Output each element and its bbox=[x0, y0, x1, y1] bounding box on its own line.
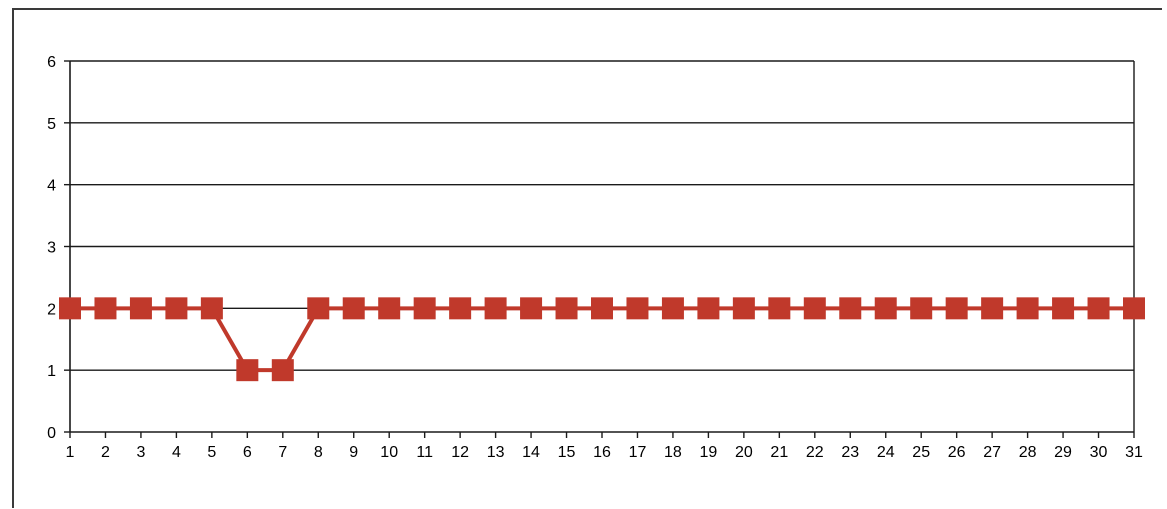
data-point bbox=[981, 297, 1004, 320]
data-point bbox=[1016, 297, 1039, 320]
data-point bbox=[59, 297, 81, 320]
x-tick-label: 20 bbox=[735, 444, 753, 461]
data-point bbox=[874, 297, 897, 320]
x-tick-label: 29 bbox=[1054, 444, 1072, 461]
x-tick-label: 1 bbox=[66, 444, 75, 461]
data-point bbox=[839, 297, 862, 320]
y-tick-label: 2 bbox=[47, 301, 56, 318]
y-tick-label: 4 bbox=[47, 178, 56, 195]
data-point bbox=[945, 297, 968, 320]
x-tick-label: 19 bbox=[700, 444, 718, 461]
data-point bbox=[1087, 297, 1110, 320]
x-tick-label: 4 bbox=[172, 444, 181, 461]
data-point bbox=[732, 297, 755, 320]
y-tick-label: 1 bbox=[47, 363, 56, 380]
gridlines bbox=[70, 60, 1134, 371]
x-tick-label: 27 bbox=[983, 444, 1001, 461]
data-point bbox=[910, 297, 933, 320]
x-tick-label: 2 bbox=[101, 444, 110, 461]
data-point bbox=[200, 297, 223, 320]
frame-left-border bbox=[12, 8, 14, 508]
x-tick-label: 21 bbox=[770, 444, 788, 461]
data-point bbox=[94, 297, 117, 320]
x-tick-label: 23 bbox=[841, 444, 859, 461]
data-point bbox=[661, 297, 684, 320]
x-tick-label: 13 bbox=[487, 444, 505, 461]
y-tick-label: 6 bbox=[47, 54, 56, 71]
x-tick-label: 30 bbox=[1090, 444, 1108, 461]
data-point bbox=[1123, 297, 1145, 320]
x-tick-label: 17 bbox=[629, 444, 647, 461]
x-tick-label: 14 bbox=[522, 444, 540, 461]
x-tick-label: 7 bbox=[278, 444, 287, 461]
data-point bbox=[129, 297, 152, 320]
data-point bbox=[236, 359, 259, 382]
y-tick-label: 0 bbox=[47, 425, 56, 442]
x-tick-label: 12 bbox=[451, 444, 469, 461]
x-tick-label: 22 bbox=[806, 444, 824, 461]
data-point bbox=[342, 297, 365, 320]
y-tick-label: 3 bbox=[47, 240, 56, 257]
data-point bbox=[626, 297, 649, 320]
data-point bbox=[697, 297, 720, 320]
x-tick-label: 18 bbox=[664, 444, 682, 461]
y-tick-label: 5 bbox=[47, 116, 56, 133]
frame-top-border bbox=[12, 8, 1162, 10]
x-tick-label: 9 bbox=[349, 444, 358, 461]
x-tick-label: 25 bbox=[912, 444, 930, 461]
data-point bbox=[520, 297, 543, 320]
axes bbox=[64, 60, 1135, 438]
x-tick-label: 28 bbox=[1019, 444, 1037, 461]
data-point bbox=[803, 297, 826, 320]
data-point bbox=[307, 297, 330, 320]
data-point bbox=[591, 297, 613, 320]
data-point bbox=[165, 297, 188, 320]
x-tick-label: 10 bbox=[380, 444, 398, 461]
data-point bbox=[768, 297, 791, 320]
x-tick-label: 5 bbox=[207, 444, 216, 461]
x-tick-label: 26 bbox=[948, 444, 966, 461]
x-tick-label: 6 bbox=[243, 444, 252, 461]
data-point bbox=[1052, 297, 1075, 320]
data-series bbox=[59, 297, 1145, 382]
x-tick-label: 8 bbox=[314, 444, 323, 461]
x-tick-label: 11 bbox=[416, 444, 433, 461]
data-point bbox=[413, 297, 436, 320]
data-point bbox=[271, 359, 294, 382]
x-tick-label: 24 bbox=[877, 444, 895, 461]
data-point bbox=[378, 297, 401, 320]
x-tick-label: 31 bbox=[1125, 444, 1143, 461]
x-tick-label: 3 bbox=[136, 444, 145, 461]
x-tick-label: 16 bbox=[593, 444, 611, 461]
data-point bbox=[449, 297, 472, 320]
data-point bbox=[555, 297, 578, 320]
x-tick-label: 15 bbox=[558, 444, 576, 461]
data-point bbox=[484, 297, 507, 320]
